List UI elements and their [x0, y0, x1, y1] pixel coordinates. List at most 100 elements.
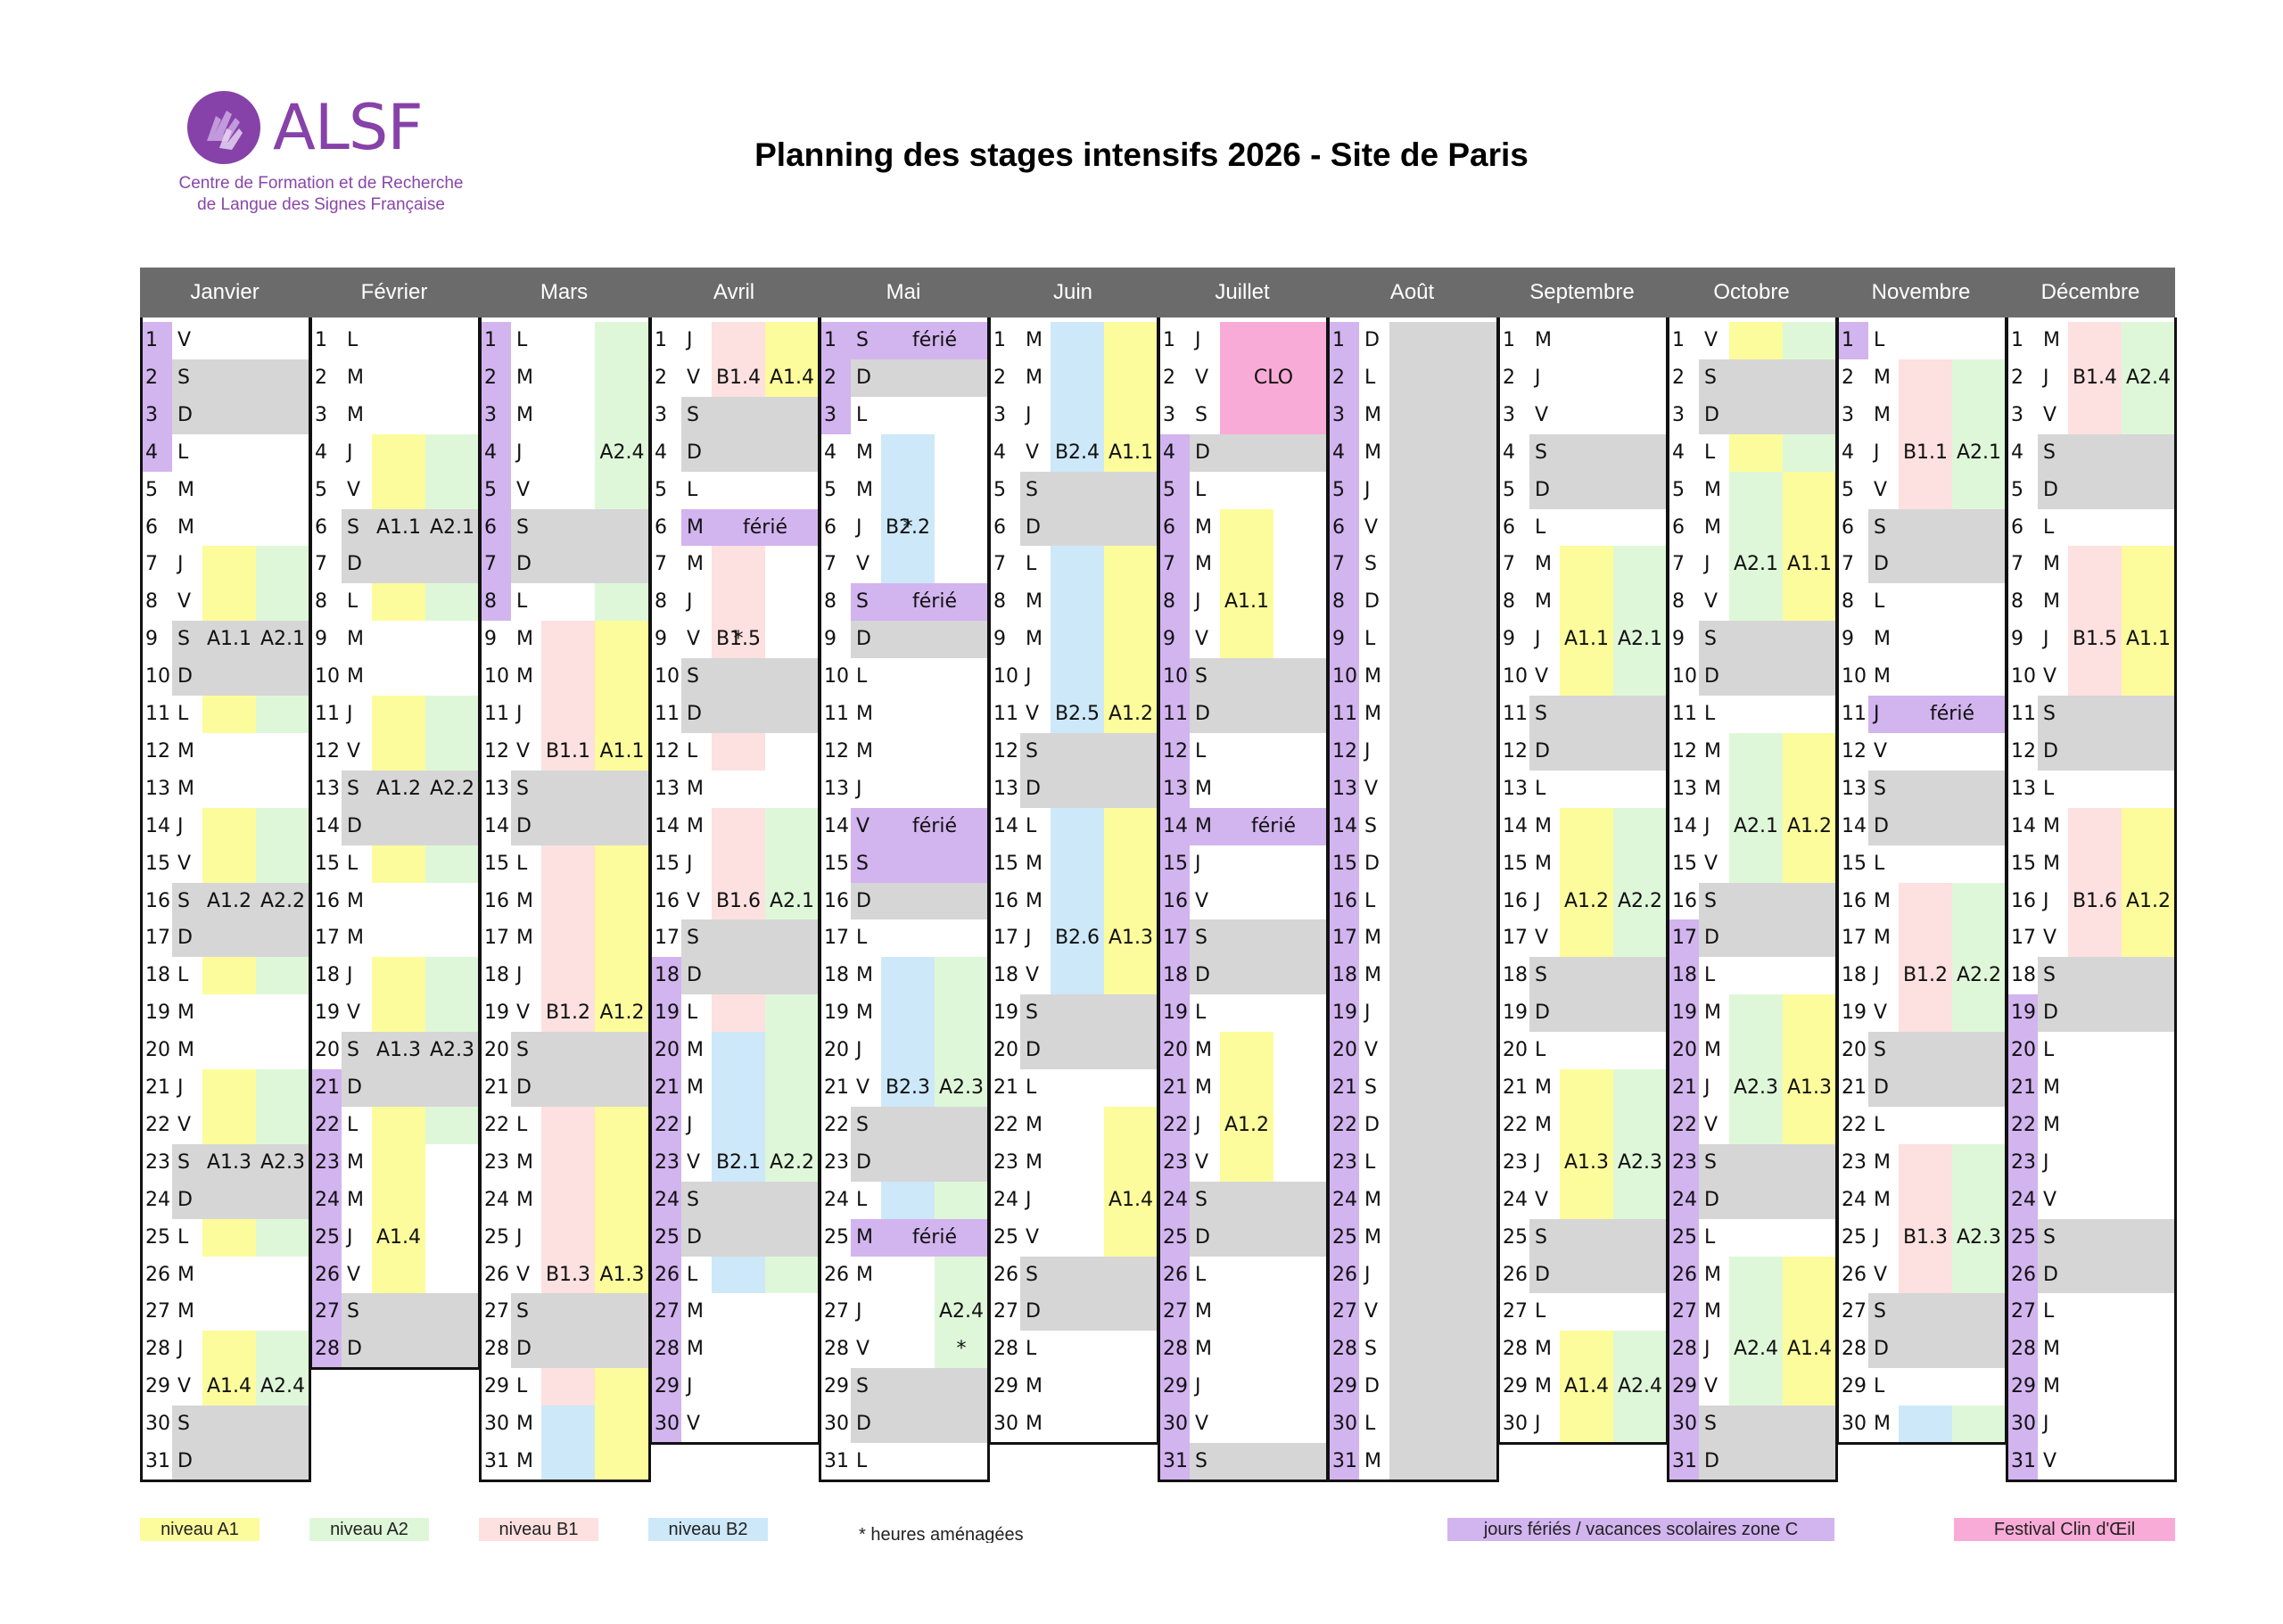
session-cell-a — [881, 434, 935, 472]
weekday-letter: M — [687, 1039, 704, 1061]
day-row: 11 M — [1327, 696, 1497, 733]
session-cell-b — [1104, 583, 1158, 621]
session-cell-b — [256, 583, 309, 621]
session-cell-a — [2068, 696, 2122, 733]
session-cell-b — [765, 509, 819, 546]
session-cell-b — [1273, 583, 1327, 621]
session-cell-a — [1389, 1107, 1443, 1144]
weekday-letter: D — [347, 815, 362, 837]
weekday-letter: V — [1535, 404, 1549, 426]
session-cell-b — [935, 1257, 988, 1293]
day-number: 20 — [655, 1039, 680, 1061]
session-cell-b — [2122, 397, 2175, 434]
weekday-letter: D — [1364, 1114, 1380, 1136]
day-row: 13 V — [1327, 771, 1497, 808]
day-number-cell — [140, 434, 172, 472]
session-cell-b — [425, 808, 479, 845]
day-number-cell — [140, 621, 172, 658]
day-number: 9 — [993, 628, 1006, 650]
day-number: 13 — [655, 778, 680, 800]
day-row: 22 S — [819, 1107, 988, 1144]
session-cell-b — [1783, 397, 1836, 434]
day-number: 16 — [1163, 890, 1188, 912]
session-cell-a — [1051, 883, 1104, 919]
session-cell-a — [881, 994, 935, 1032]
weekday-cell — [681, 1032, 712, 1069]
day-row: 28 M — [649, 1331, 819, 1368]
day-number-cell — [649, 733, 681, 771]
day-row: 23 J A1.3 A2.3 — [1497, 1144, 1667, 1182]
weekday-letter: V — [856, 1338, 870, 1360]
day-number: 24 — [1503, 1189, 1528, 1211]
session-cell-a — [372, 845, 425, 883]
day-row: 11 S — [2006, 696, 2175, 733]
session-cell-a — [1220, 472, 1273, 509]
day-number: 20 — [824, 1039, 849, 1061]
day-number: 24 — [824, 1189, 849, 1211]
session-cell-a — [541, 322, 595, 359]
day-number: 14 — [993, 815, 1018, 837]
day-number: 19 — [655, 1002, 680, 1024]
day-row: 28 D — [309, 1331, 479, 1368]
session-cell-b — [2122, 322, 2175, 359]
day-number: 7 — [824, 553, 837, 575]
day-number: 11 — [1332, 703, 1357, 725]
weekday-letter: J — [1535, 367, 1541, 389]
day-number: 15 — [315, 853, 340, 875]
weekday-letter: V — [1364, 1300, 1379, 1323]
session-cell-a — [372, 1107, 425, 1144]
day-row: 20 L — [1497, 1032, 1667, 1069]
session-cell-a — [2068, 994, 2122, 1032]
day-number: 1 — [655, 329, 667, 351]
day-number-cell — [309, 658, 342, 696]
day-number: 28 — [1163, 1338, 1188, 1360]
session-cell-b — [1104, 1257, 1158, 1293]
day-number: 17 — [2011, 927, 2036, 949]
day-row: 26 V — [309, 1257, 479, 1293]
weekday-letter: V — [1195, 1151, 1209, 1174]
session-cell-a — [202, 1443, 256, 1480]
day-row: 27 S — [309, 1293, 479, 1331]
day-number: 24 — [1842, 1189, 1867, 1211]
weekday-cell — [172, 1182, 202, 1219]
weekday-letter: J — [2043, 628, 2049, 650]
session-cell-b — [1952, 1144, 2006, 1182]
day-number: 22 — [993, 1114, 1018, 1136]
day-number: 9 — [1332, 628, 1345, 650]
day-row: 17 M — [1327, 919, 1497, 957]
weekday-letter: L — [2043, 516, 2055, 539]
weekday-cell — [342, 546, 372, 583]
session-cell-b — [256, 733, 309, 771]
weekday-cell — [511, 1443, 541, 1480]
weekday-letter: V — [1195, 628, 1209, 650]
weekday-letter: V — [687, 628, 701, 650]
day-number: 25 — [1503, 1226, 1528, 1249]
weekday-letter: D — [1535, 479, 1550, 501]
session-cell-a — [372, 1032, 425, 1069]
session-cell-a — [881, 658, 935, 696]
weekday-letter: L — [1364, 890, 1376, 912]
session-cell-a — [2068, 546, 2122, 583]
session-cell-b — [1952, 883, 2006, 919]
session-cell-b — [595, 771, 649, 808]
day-row: 17 D — [140, 919, 309, 957]
day-number: 4 — [1842, 441, 1854, 464]
day-number: 20 — [2011, 1039, 2036, 1061]
day-number: 18 — [1503, 964, 1528, 986]
day-row: 23 M — [1836, 1144, 2006, 1182]
day-row: 29 S — [819, 1368, 988, 1406]
day-row: 22 J — [649, 1107, 819, 1144]
day-number: 12 — [2011, 740, 2036, 763]
session-cell-a — [1389, 434, 1443, 472]
weekday-letter: L — [687, 479, 698, 501]
weekday-cell — [172, 696, 202, 733]
session-cell-a — [541, 1257, 595, 1293]
session-cell-b — [1273, 1144, 1327, 1182]
